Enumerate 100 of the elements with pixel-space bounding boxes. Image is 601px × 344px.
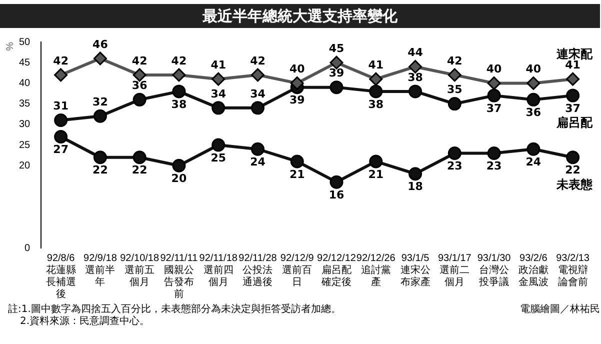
text: 電腦繪圖／林祐民	[520, 304, 600, 316]
y-tick-label: 35	[19, 98, 31, 110]
y-tick-label: 20	[19, 160, 31, 172]
series-label: 未表態	[556, 177, 594, 192]
point	[250, 68, 264, 82]
point	[330, 175, 344, 189]
x-tick-label: 92/11/18 選前四個月	[199, 252, 238, 288]
y-tick-label: 45	[19, 57, 31, 68]
point	[54, 130, 68, 144]
data-label: 41	[210, 58, 226, 72]
data-label: 34	[250, 87, 266, 100]
data-label: 37	[565, 102, 580, 115]
data-label: 42	[171, 54, 187, 68]
data-label: 25	[210, 151, 226, 164]
data-label: 46	[92, 38, 108, 51]
text: 2.資料來源：民意調查中心。	[19, 316, 151, 328]
point	[566, 88, 580, 102]
point	[448, 97, 462, 111]
x-tick-label: 92/10/18 選前五個月	[120, 252, 160, 288]
data-label: 34	[210, 87, 226, 100]
point	[93, 52, 107, 66]
point	[212, 101, 226, 115]
y-tick-label: 30	[19, 119, 31, 130]
data-label: 24	[526, 155, 542, 168]
point	[487, 146, 501, 160]
data-label: 23	[447, 160, 462, 173]
point	[566, 72, 580, 86]
point	[526, 92, 540, 106]
point	[212, 138, 226, 152]
data-label: 36	[526, 106, 542, 120]
point	[93, 109, 107, 123]
point	[250, 142, 264, 156]
x-tick-label: 93/1/5 連宋公布家產	[400, 252, 430, 288]
y-tick-label: 50	[19, 36, 31, 48]
data-label: 21	[368, 168, 384, 181]
data-label: 42	[132, 54, 148, 68]
data-label: 39	[289, 94, 305, 107]
text: 註:1.圖中數字為四捨五入百分比，未表態部分為未決定與拒答受訪者加總。	[8, 304, 341, 315]
point	[290, 76, 304, 90]
point	[369, 72, 383, 86]
data-label: 22	[132, 164, 148, 177]
y-tick-label: 40	[19, 78, 31, 89]
series-label: 連宋配	[556, 47, 594, 62]
x-tick-label: 92/11/11 國親公告發布前	[160, 252, 198, 300]
x-tick-label: 93/1/17 選前二個月	[438, 252, 472, 288]
data-label: 21	[289, 168, 305, 181]
data-label: 24	[250, 155, 266, 168]
point	[172, 84, 186, 98]
point	[54, 114, 68, 128]
point	[132, 150, 146, 164]
data-label: 38	[408, 70, 423, 84]
y-tick-label: 25	[19, 140, 31, 151]
point	[172, 158, 186, 172]
point	[408, 60, 422, 74]
data-label: 42	[447, 54, 462, 68]
series-label: 扁呂配	[556, 116, 594, 130]
point	[369, 84, 383, 98]
point	[526, 76, 540, 90]
point	[369, 154, 383, 168]
x-tick-label: 92/12/9 選前百日	[280, 252, 314, 288]
data-label: 35	[447, 83, 462, 96]
data-label: 22	[92, 164, 108, 177]
point	[487, 88, 501, 102]
point	[487, 76, 501, 90]
chart-title: 最近半年總統大選支持率變化	[0, 4, 600, 28]
x-tick-label: 92/11/28 公投法通過後	[238, 252, 278, 288]
data-label: 40	[289, 62, 306, 76]
x-tick-label: 93/2/13 電視辯論會前	[556, 252, 590, 288]
data-label: 31	[53, 100, 68, 113]
x-tick-label: 93/2/6 政治獻金風波	[518, 252, 548, 288]
data-label: 18	[408, 180, 423, 194]
data-label: 44	[408, 46, 424, 60]
point	[408, 167, 422, 181]
point	[448, 68, 462, 82]
data-label: 42	[250, 54, 266, 68]
data-label: 38	[368, 98, 384, 111]
y-axis-title: %	[4, 42, 16, 51]
x-tick-label: 92/12/12 扁呂配確定後	[317, 252, 356, 288]
point	[408, 84, 422, 98]
point	[212, 72, 226, 86]
point	[448, 146, 462, 160]
data-label: 42	[53, 54, 68, 68]
point	[290, 154, 304, 168]
data-label: 23	[486, 160, 502, 173]
x-tick-label: 92/8/6 花蓮縣長補選後	[46, 252, 76, 300]
data-label: 45	[328, 42, 344, 55]
point	[132, 92, 146, 106]
point	[93, 150, 107, 164]
data-label: 16	[328, 188, 344, 202]
point	[54, 68, 68, 82]
data-label: 39	[328, 66, 344, 80]
x-tick-label: 93/1/30 台灣公投爭議	[477, 252, 512, 288]
data-label: 32	[92, 96, 108, 109]
point	[566, 150, 580, 164]
point	[330, 80, 344, 94]
data-label: 22	[565, 164, 580, 177]
point	[526, 142, 540, 156]
data-label: 27	[53, 143, 68, 156]
data-label: 20	[171, 172, 187, 185]
y-tick-label: 0	[24, 242, 31, 254]
